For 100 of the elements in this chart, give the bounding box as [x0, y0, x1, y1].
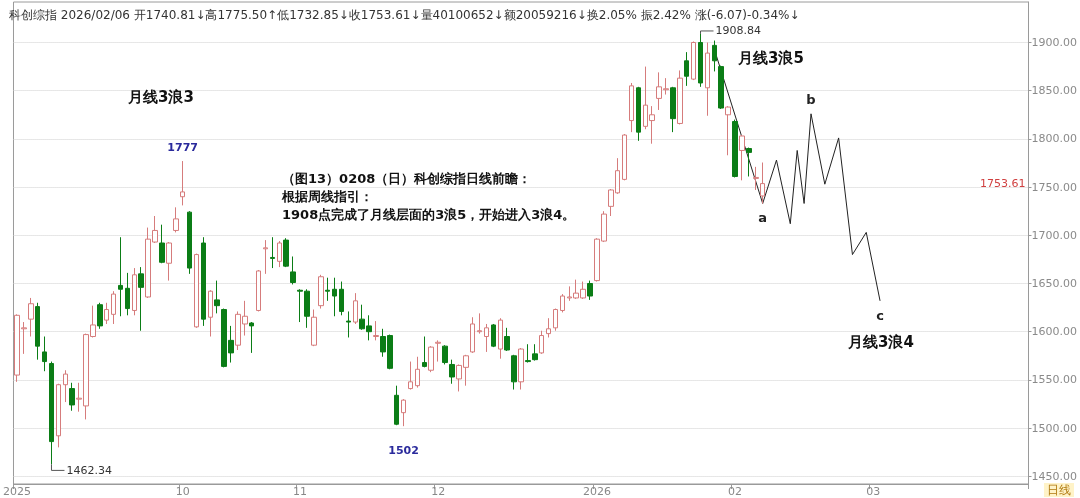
candlestick [318, 274, 324, 310]
candlestick [498, 317, 503, 360]
candlestick [732, 119, 738, 178]
candlestick [56, 383, 61, 448]
x-tick-label: 12 [431, 485, 446, 498]
candlestick [187, 210, 192, 275]
candlestick [622, 133, 627, 181]
annotation: 月线3浪5 [737, 49, 804, 67]
data-label: c [876, 307, 884, 323]
candlestick [35, 302, 40, 361]
candlestick [677, 69, 683, 125]
annotation: 1502 [388, 443, 419, 457]
candlestick [518, 347, 524, 391]
candlestick [373, 320, 379, 341]
candlestick [214, 280, 220, 314]
candlestick [180, 160, 185, 206]
candlestick [449, 359, 455, 385]
candlestick [290, 256, 296, 285]
candlestick [753, 166, 759, 191]
candlestick [442, 344, 448, 365]
y-tick-label: 1750.00 [1031, 180, 1078, 194]
candlestick [138, 266, 144, 332]
candlestick [311, 309, 317, 347]
annotation: 1908.84 [715, 24, 762, 38]
candlestick [725, 105, 731, 156]
candlestick [553, 308, 558, 332]
candlestick [42, 336, 47, 372]
annotation: 1908点完成了月线层面的3浪5，开始进入3浪4。 [282, 206, 576, 222]
candlestick [539, 330, 544, 355]
candlestick [587, 280, 593, 301]
candlestick [484, 323, 489, 353]
candlestick [394, 385, 399, 426]
candlestick [97, 302, 103, 330]
candlestick [256, 269, 261, 312]
text: 日线 [1047, 483, 1071, 497]
candlestick [208, 289, 213, 338]
candlestick [760, 162, 765, 205]
y-tick-label: 1600.00 [1031, 325, 1078, 339]
candlestick [173, 206, 179, 233]
annotation: 根据周线指引： [281, 188, 373, 204]
y-tick-label: 1550.00 [1031, 373, 1078, 387]
data-label: a [758, 210, 768, 226]
candlestick [636, 86, 641, 142]
candlestick [63, 369, 68, 403]
x-tick-label: 11 [293, 485, 308, 498]
candlestick [69, 382, 75, 412]
candlestick [511, 354, 517, 391]
candlestick [670, 86, 676, 133]
candlestick [28, 297, 34, 338]
y-tick-label: 1650.00 [1031, 276, 1078, 290]
candlestick [435, 339, 441, 363]
candlestick [249, 321, 254, 354]
candlestick [705, 41, 710, 117]
candlestick [491, 323, 496, 348]
candlestick [104, 302, 109, 325]
candlestick [428, 345, 434, 373]
candlestick [166, 241, 172, 282]
candlestick [270, 236, 275, 269]
y-tick-label: 1700.00 [1031, 228, 1078, 242]
y-tick-label: 1500.00 [1031, 421, 1078, 435]
annotation: 1462.34 [66, 463, 112, 477]
annotation: 1777 [167, 140, 198, 154]
candlestick [718, 65, 724, 110]
annotation: 月线3浪4 [847, 333, 914, 351]
candlestick [125, 272, 130, 316]
candlestick [263, 239, 268, 275]
candlestick [353, 292, 358, 325]
candlestick [49, 361, 54, 465]
candlestick [504, 327, 510, 352]
candlestick [470, 316, 475, 354]
candlestick [629, 82, 634, 133]
candlestick [560, 293, 565, 313]
x-tick-label: 03 [866, 485, 881, 498]
y-tick-label: 1850.00 [1031, 84, 1078, 98]
candlestick [325, 277, 330, 302]
candlestick [118, 236, 123, 317]
candlestick [332, 277, 337, 317]
data-label: b [806, 91, 816, 107]
candlestick [346, 310, 351, 338]
candlestick [525, 343, 531, 364]
candlestick [698, 33, 703, 88]
y-tick-label: 1900.00 [1031, 35, 1078, 49]
candlestick [132, 267, 137, 316]
y-tick-label: 1450.00 [1031, 469, 1078, 483]
candlestick [401, 398, 406, 427]
candlestick [339, 281, 344, 316]
x-tick-label: 10 [175, 485, 190, 498]
candlestick [546, 317, 551, 338]
candlestick [111, 290, 116, 325]
candlestick [159, 224, 165, 264]
candlestick [194, 253, 199, 329]
x-tick-label: 2025 [2, 485, 31, 498]
candlestick [739, 134, 745, 181]
annotation: 1753.61 [980, 177, 1026, 191]
x-tick-label: 02 [728, 485, 743, 498]
y-tick-label: 1800.00 [1031, 132, 1078, 146]
annotation: （图13）0208（日）科创综指日线前瞻： [282, 170, 532, 186]
candlestick [684, 51, 689, 87]
candlestick [415, 356, 420, 389]
candlestick [477, 312, 482, 335]
